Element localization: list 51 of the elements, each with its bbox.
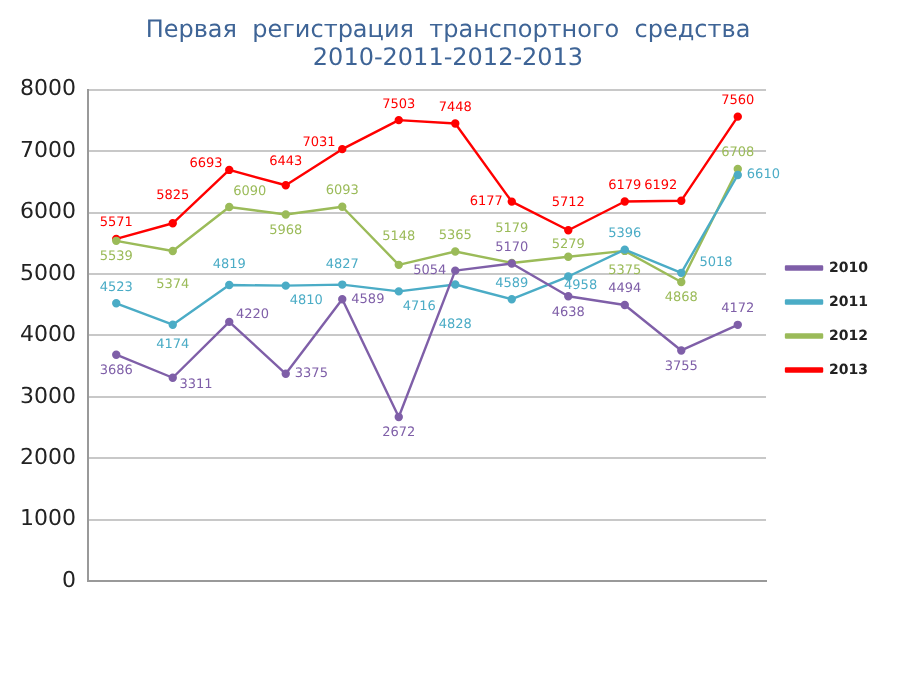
point bbox=[225, 202, 234, 212]
point bbox=[338, 202, 347, 211]
text: 2010-2011-2012-2013 bbox=[312, 43, 584, 72]
point bbox=[168, 219, 177, 228]
point bbox=[394, 115, 403, 125]
point bbox=[338, 280, 347, 289]
point bbox=[564, 226, 573, 235]
point bbox=[677, 196, 686, 205]
point bbox=[338, 144, 347, 154]
point bbox=[281, 369, 290, 379]
point bbox=[168, 373, 177, 382]
point bbox=[225, 280, 234, 290]
point bbox=[394, 287, 403, 296]
y-tick-label: 0 bbox=[61, 566, 76, 593]
point bbox=[451, 280, 460, 289]
point bbox=[507, 295, 516, 304]
y-tick-label: 7000 bbox=[19, 136, 76, 163]
point bbox=[733, 170, 742, 180]
point bbox=[281, 281, 290, 290]
y-tick-label: 4000 bbox=[19, 321, 76, 348]
point bbox=[451, 119, 460, 128]
y-tick-label: 8000 bbox=[19, 75, 76, 102]
point bbox=[168, 246, 177, 256]
point bbox=[564, 252, 573, 262]
point bbox=[394, 260, 403, 270]
y-tick-label: 3000 bbox=[19, 382, 76, 409]
point bbox=[394, 412, 403, 422]
point bbox=[225, 317, 234, 327]
point bbox=[112, 299, 121, 308]
point bbox=[733, 112, 742, 121]
point bbox=[281, 210, 290, 219]
point bbox=[733, 320, 742, 330]
point bbox=[677, 277, 686, 287]
y-tick-label: 6000 bbox=[19, 198, 76, 225]
point bbox=[620, 300, 629, 310]
y-tick-label: 5000 bbox=[19, 259, 76, 286]
point bbox=[225, 165, 234, 175]
point bbox=[507, 197, 516, 206]
point bbox=[451, 266, 460, 275]
point bbox=[112, 350, 121, 359]
point bbox=[451, 247, 460, 256]
y-tick-label: 2000 bbox=[19, 444, 76, 471]
point bbox=[281, 181, 290, 190]
point bbox=[677, 268, 686, 278]
point bbox=[338, 295, 347, 304]
point bbox=[564, 292, 573, 301]
point bbox=[677, 346, 686, 355]
point bbox=[620, 197, 629, 206]
point bbox=[168, 320, 177, 329]
y-tick-label: 1000 bbox=[19, 505, 76, 532]
text: Первая регистрация транспортного средства bbox=[145, 14, 751, 43]
